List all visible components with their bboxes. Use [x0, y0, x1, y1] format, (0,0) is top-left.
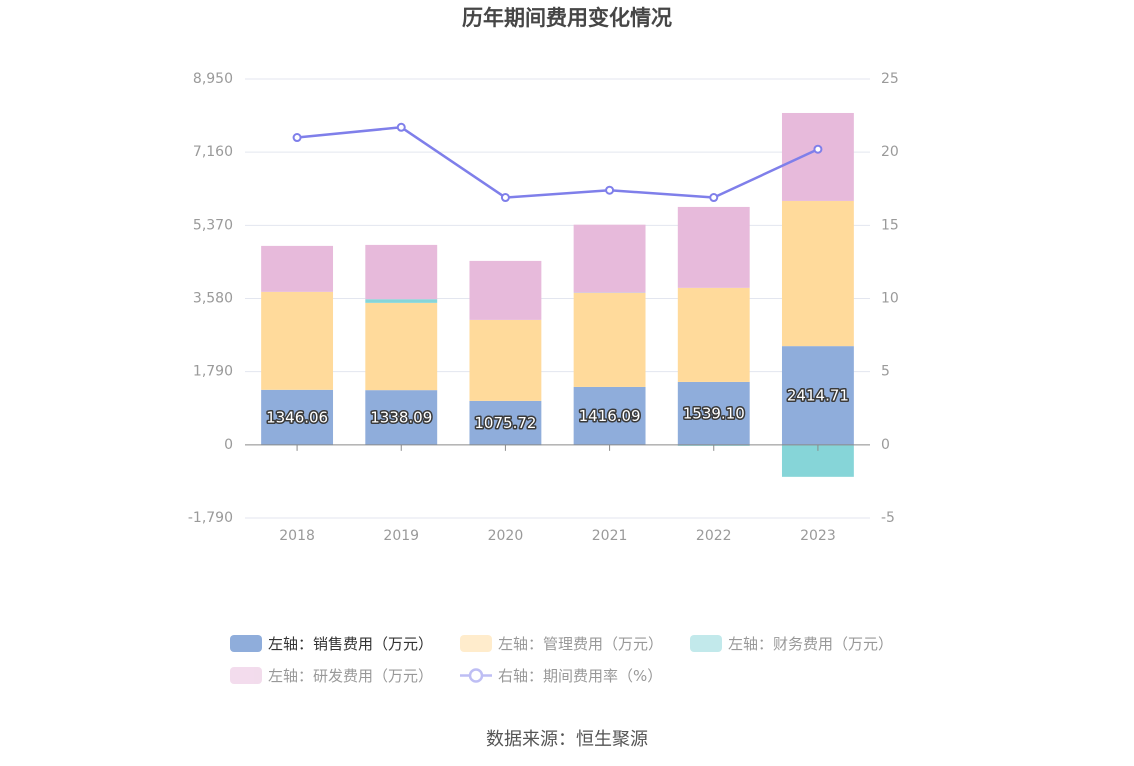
right-axis-labels: 25 20 15 10 5 0 -5	[881, 71, 899, 526]
legend-label: 右轴：期间费用率（%）	[498, 666, 663, 685]
right-axis-tick-label: 0	[881, 437, 890, 453]
legend-label: 左轴：管理费用（万元）	[498, 634, 664, 653]
bar-series-0-2023[interactable]	[781, 346, 854, 445]
category-axis-labels: 2018 2019 2020 2021 2022 2023	[279, 528, 835, 544]
legend-item-finance-expense[interactable]: 左轴：财务费用（万元）	[690, 627, 920, 659]
data-label-2018: 1346.06	[266, 408, 328, 426]
line-point-2019[interactable]	[396, 122, 406, 132]
bar-series-3-2019[interactable]	[365, 244, 438, 300]
bar-series-2-2019[interactable]	[365, 299, 438, 303]
legend-swatch-finance-expense	[690, 634, 722, 652]
bar-series-1-2018[interactable]	[261, 291, 334, 390]
bar-series-3-2021[interactable]	[573, 224, 646, 293]
bar-series-0-2021[interactable]	[573, 386, 646, 445]
legend-label: 左轴：财务费用（万元）	[728, 634, 894, 653]
bar-series-1-2023[interactable]	[781, 200, 854, 347]
data-label-group: 1346.06 1338.09 1075.72 1416.09 1539.10 2414.…	[265, 385, 851, 433]
bar-series-3-2023[interactable]	[781, 112, 854, 201]
data-label-2023: 2414.71	[787, 386, 849, 404]
right-axis-tick-label: 5	[881, 364, 890, 380]
category-label-2021: 2021	[592, 528, 628, 544]
left-axis-tick-label: 3,580	[193, 291, 233, 307]
category-label-2019: 2019	[383, 528, 419, 544]
line-series-4	[296, 126, 819, 199]
bar-series-1-2020[interactable]	[469, 319, 542, 401]
bar-series-1-2019[interactable]	[365, 302, 438, 391]
line-point-2022[interactable]	[709, 193, 719, 203]
data-label-2021: 1416.09	[579, 407, 641, 425]
bar-series-3-2022[interactable]	[677, 206, 750, 288]
bar-series-0-2020[interactable]	[469, 400, 542, 445]
bar-series-3-2020[interactable]	[469, 260, 542, 320]
legend: 左轴：销售费用（万元） 左轴：管理费用（万元） 左轴：财务费用（万元） 左轴：研…	[230, 627, 920, 691]
legend-item-admin-expense[interactable]: 左轴：管理费用（万元）	[460, 627, 690, 659]
right-axis-tick-label: -5	[881, 510, 895, 526]
bar-series-1-2022[interactable]	[677, 287, 750, 382]
legend-item-sales-expense[interactable]: 左轴：销售费用（万元）	[230, 627, 460, 659]
left-axis-tick-label: -1,790	[188, 510, 233, 526]
line-point-2020[interactable]	[500, 193, 510, 203]
data-label-2022: 1539.10	[683, 404, 745, 422]
left-axis-labels: 8,950 7,160 5,370 3,580 1,790 0 -1,790	[188, 71, 233, 526]
x-axis	[245, 444, 870, 451]
legend-swatch-admin-expense	[460, 634, 492, 652]
chart-plot: 1346.06 1338.09 1075.72 1416.09 1539.10 2414.…	[188, 71, 899, 544]
right-axis-tick-label: 25	[881, 71, 899, 87]
category-label-2022: 2022	[696, 528, 732, 544]
line-point-2023[interactable]	[813, 144, 823, 154]
line-series-group	[292, 122, 823, 203]
bar-series-0-2018[interactable]	[261, 389, 334, 445]
left-axis-tick-label: 1,790	[193, 364, 233, 380]
data-label-2019: 1338.09	[370, 408, 432, 426]
right-axis-tick-label: 20	[881, 144, 899, 160]
right-axis-tick-label: 15	[881, 217, 899, 233]
category-label-2023: 2023	[800, 528, 836, 544]
legend-label: 左轴：研发费用（万元）	[268, 666, 434, 685]
legend-label: 左轴：销售费用（万元）	[268, 634, 434, 653]
bar-series-group	[261, 112, 854, 477]
legend-swatch-sales-expense	[230, 634, 262, 652]
category-label-2020: 2020	[488, 528, 524, 544]
legend-line-circle-icon	[460, 667, 492, 683]
legend-item-rd-expense[interactable]: 左轴：研发费用（万元）	[230, 659, 460, 691]
line-point-2021[interactable]	[605, 185, 615, 195]
right-axis-tick-label: 10	[881, 291, 899, 307]
left-axis-tick-label: 7,160	[193, 144, 233, 160]
legend-item-expense-ratio[interactable]: 右轴：期间费用率（%）	[460, 659, 690, 691]
legend-swatch-rd-expense	[230, 666, 262, 684]
line-point-2018[interactable]	[292, 133, 302, 143]
left-axis-tick-label: 8,950	[193, 71, 233, 87]
left-axis-tick-label: 0	[224, 437, 233, 453]
category-label-2018: 2018	[279, 528, 315, 544]
chart-title: 历年期间费用变化情况	[462, 6, 672, 30]
grid-lines	[245, 78, 870, 519]
left-axis-tick-label: 5,370	[193, 217, 233, 233]
bar-series-1-2021[interactable]	[573, 292, 646, 387]
bar-series-0-2022[interactable]	[677, 381, 750, 445]
bar-series-0-2019[interactable]	[365, 390, 438, 445]
bar-series-3-2018[interactable]	[261, 245, 334, 292]
data-label-2020: 1075.72	[474, 414, 536, 432]
source-note: 数据来源：恒生聚源	[486, 729, 648, 750]
